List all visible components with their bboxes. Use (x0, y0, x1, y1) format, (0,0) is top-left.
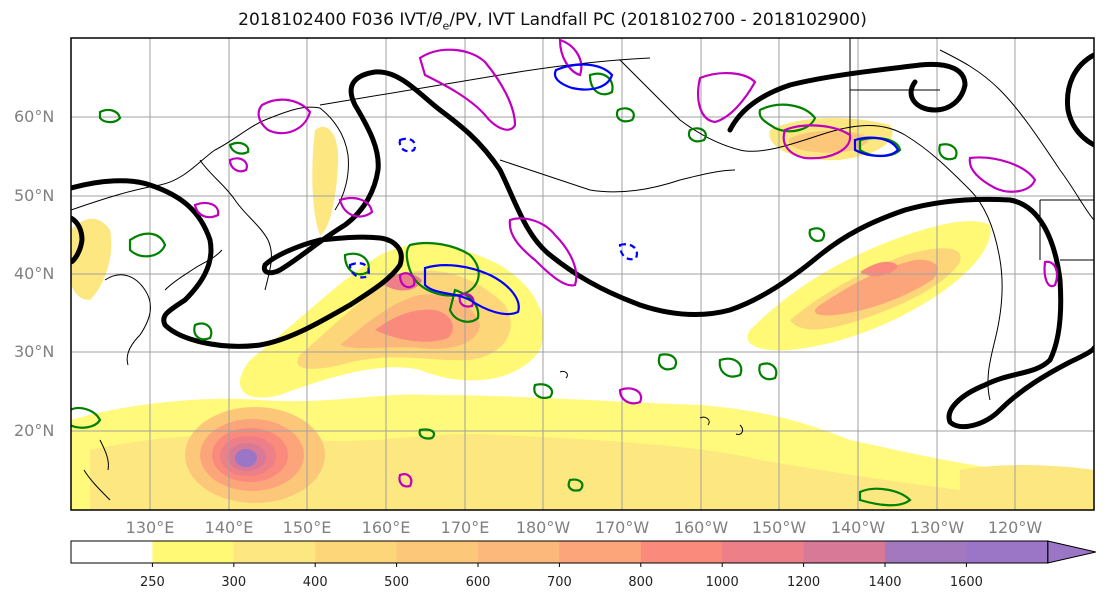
colorbar-segment (478, 541, 560, 563)
lon-label: 160°E (361, 518, 411, 537)
colorbar (70, 540, 1096, 567)
colorbar-segment (966, 541, 1049, 563)
colorbar-tick-label: 800 (628, 575, 654, 590)
colorbar-extend-arrow (1047, 540, 1096, 564)
colorbar-segment (152, 541, 235, 563)
colorbar-segment (722, 541, 805, 563)
colorbar-tick-label: 1400 (868, 575, 902, 590)
lat-label: 30°N (14, 342, 55, 361)
lon-label: 170°W (594, 518, 650, 537)
colorbar-tick-label: 1000 (705, 575, 739, 590)
lat-label: 20°N (14, 421, 55, 440)
theta-e-contours (71, 72, 958, 507)
graticule (71, 38, 1094, 510)
colorbar-tick-label: 500 (384, 575, 410, 590)
lat-label: 60°N (14, 107, 55, 126)
lon-label: 160°W (673, 518, 729, 537)
lon-label: 150°W (751, 518, 807, 537)
ivt-east-pacific (960, 465, 1094, 510)
coastlines (71, 38, 1094, 501)
lon-label: 130°W (909, 518, 965, 537)
lon-label: 140°E (204, 518, 254, 537)
lon-label: 130°E (125, 518, 175, 537)
lon-label: 170°E (440, 518, 490, 537)
colorbar-segment (803, 541, 886, 563)
lon-label: 180°W (515, 518, 571, 537)
lon-label: 140°W (830, 518, 886, 537)
lon-label: 120°W (987, 518, 1043, 537)
lat-label: 40°N (14, 264, 55, 283)
lon-label: 150°E (282, 518, 332, 537)
colorbar-tick-label: 700 (546, 575, 572, 590)
ivt-jet-west-4 (375, 309, 453, 342)
colorbar-segment (396, 541, 479, 563)
colorbar-tick-label: 1600 (949, 575, 983, 590)
figure-title: 2018102400 F036 IVT/θe/PV, IVT Landfall … (238, 10, 867, 33)
colorbar-tick-label: 300 (221, 575, 247, 590)
ivt-shading (71, 118, 1094, 510)
colorbar-tick-label: 400 (302, 575, 328, 590)
ivt-typhoon-6 (235, 449, 257, 467)
colorbar-segment (315, 541, 398, 563)
map-frame (70, 37, 1095, 511)
colorbar-tick-label: 250 (139, 575, 165, 590)
colorbar-tick-label: 1200 (787, 575, 821, 590)
colorbar-segment (559, 541, 642, 563)
colorbar-segment (233, 541, 316, 563)
lat-label: 50°N (14, 186, 55, 205)
colorbar-segment (71, 541, 153, 563)
colorbar-segment (885, 541, 967, 563)
colorbar-tick-label: 600 (465, 575, 491, 590)
magenta-contours (193, 38, 1059, 488)
colorbar-segment (640, 541, 723, 563)
blue-contours (348, 63, 900, 316)
pv-contour (71, 52, 1094, 430)
ivt-kamchatka (312, 126, 339, 235)
ivt-jet-east-4 (860, 261, 898, 277)
